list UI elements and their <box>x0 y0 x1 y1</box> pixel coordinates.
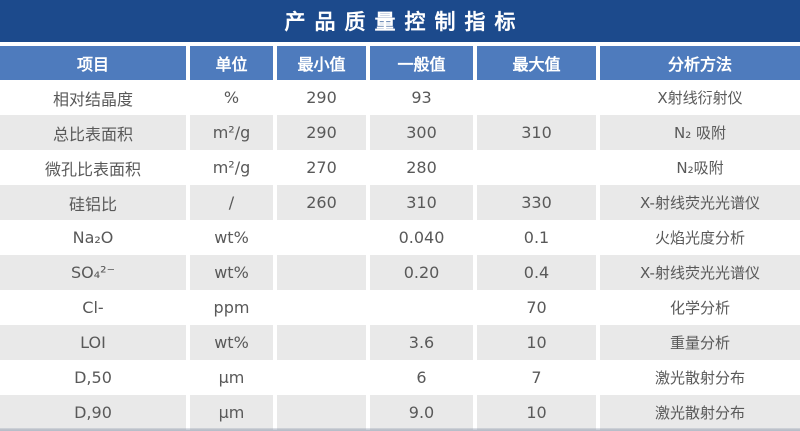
cell-max: 330 <box>477 185 600 220</box>
column-header-max: 最大值 <box>477 46 600 80</box>
cell-method: N₂ 吸附 <box>600 115 800 150</box>
cell-min: 270 <box>277 150 370 185</box>
cell-max <box>477 80 600 115</box>
cell-item: 总比表面积 <box>0 115 190 150</box>
cell-unit: wt% <box>190 220 277 255</box>
cell-unit: μm <box>190 395 277 430</box>
cell-typical: 3.6 <box>370 325 477 360</box>
table-row: SO₄²⁻ wt% 0.20 0.4 X-射线荧光光谱仪 <box>0 255 800 290</box>
column-header-unit: 单位 <box>190 46 277 80</box>
column-header-method: 分析方法 <box>600 46 800 80</box>
cell-unit: m²/g <box>190 115 277 150</box>
cell-method: N₂吸附 <box>600 150 800 185</box>
cell-max: 7 <box>477 360 600 395</box>
cell-item: D,50 <box>0 360 190 395</box>
cell-item: Cl- <box>0 290 190 325</box>
cell-item: 相对结晶度 <box>0 80 190 115</box>
cell-typical: 300 <box>370 115 477 150</box>
cell-typical <box>370 290 477 325</box>
cell-unit: wt% <box>190 325 277 360</box>
cell-min <box>277 395 370 430</box>
cell-min: 290 <box>277 115 370 150</box>
cell-method: 重量分析 <box>600 325 800 360</box>
cell-item: Na₂O <box>0 220 190 255</box>
cell-max: 0.1 <box>477 220 600 255</box>
table-row: D,50 μm 6 7 激光散射分布 <box>0 360 800 395</box>
title-bar: 产品质量控制指标 <box>0 0 800 42</box>
table-row: D,90 μm 9.0 10 激光散射分布 <box>0 395 800 430</box>
table-row: 微孔比表面积 m²/g 270 280 N₂吸附 <box>0 150 800 185</box>
table-row: Cl- ppm 70 化学分析 <box>0 290 800 325</box>
cell-unit: % <box>190 80 277 115</box>
cell-item: D,90 <box>0 395 190 430</box>
cell-max: 310 <box>477 115 600 150</box>
bottom-edge-shadow <box>0 428 800 431</box>
cell-typical: 310 <box>370 185 477 220</box>
cell-max: 70 <box>477 290 600 325</box>
cell-typical: 0.20 <box>370 255 477 290</box>
cell-typical: 93 <box>370 80 477 115</box>
cell-min: 290 <box>277 80 370 115</box>
table-row: LOI wt% 3.6 10 重量分析 <box>0 325 800 360</box>
page-title: 产品质量控制指标 <box>284 10 525 34</box>
cell-unit: wt% <box>190 255 277 290</box>
cell-method: X-射线荧光光谱仪 <box>600 185 800 220</box>
cell-item: 微孔比表面积 <box>0 150 190 185</box>
table-row: Na₂O wt% 0.040 0.1 火焰光度分析 <box>0 220 800 255</box>
cell-method: 激光散射分布 <box>600 395 800 430</box>
cell-min <box>277 290 370 325</box>
cell-min <box>277 220 370 255</box>
cell-method: X-射线荧光光谱仪 <box>600 255 800 290</box>
column-header-item: 项目 <box>0 46 190 80</box>
column-header-typical: 一般值 <box>370 46 477 80</box>
table-header-row: 项目 单位 最小值 一般值 最大值 分析方法 <box>0 46 800 80</box>
cell-min: 260 <box>277 185 370 220</box>
cell-unit: μm <box>190 360 277 395</box>
cell-max: 10 <box>477 395 600 430</box>
cell-min <box>277 325 370 360</box>
table-row: 总比表面积 m²/g 290 300 310 N₂ 吸附 <box>0 115 800 150</box>
cell-max <box>477 150 600 185</box>
cell-max: 0.4 <box>477 255 600 290</box>
cell-item: LOI <box>0 325 190 360</box>
cell-unit: m²/g <box>190 150 277 185</box>
cell-item: 硅铝比 <box>0 185 190 220</box>
cell-typical: 280 <box>370 150 477 185</box>
cell-typical: 9.0 <box>370 395 477 430</box>
table-body: 相对结晶度 % 290 93 X射线衍射仪 总比表面积 m²/g 290 300… <box>0 80 800 430</box>
cell-typical: 6 <box>370 360 477 395</box>
cell-item: SO₄²⁻ <box>0 255 190 290</box>
cell-max: 10 <box>477 325 600 360</box>
title-divider <box>0 42 800 46</box>
cell-typical: 0.040 <box>370 220 477 255</box>
cell-unit: ppm <box>190 290 277 325</box>
cell-unit: / <box>190 185 277 220</box>
cell-method: 火焰光度分析 <box>600 220 800 255</box>
cell-min <box>277 255 370 290</box>
cell-method: 激光散射分布 <box>600 360 800 395</box>
cell-min <box>277 360 370 395</box>
table-row: 相对结晶度 % 290 93 X射线衍射仪 <box>0 80 800 115</box>
table-row: 硅铝比 / 260 310 330 X-射线荧光光谱仪 <box>0 185 800 220</box>
cell-method: 化学分析 <box>600 290 800 325</box>
column-header-min: 最小值 <box>277 46 370 80</box>
cell-method: X射线衍射仪 <box>600 80 800 115</box>
